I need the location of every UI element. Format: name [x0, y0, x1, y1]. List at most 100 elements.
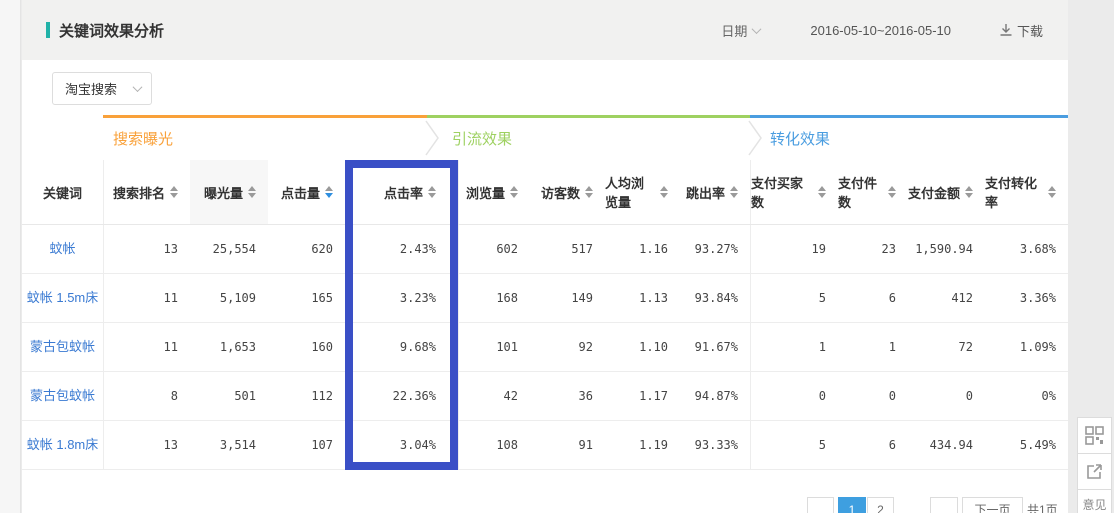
table-row: 蒙古包蚊帐 11 1,653 160 9.68% 101 92 1.10 91.67% 1 1 72 1…	[22, 323, 1068, 372]
table-cell: 11	[103, 274, 190, 322]
toolbar: 淘宝搜索	[22, 60, 1068, 115]
table-cell: 3.04%	[399, 438, 436, 452]
table-cell: 412	[951, 291, 973, 305]
sort-arrows-icon[interactable]	[170, 186, 178, 198]
feedback-button[interactable]: 意见反馈	[1077, 489, 1112, 513]
column-header-8[interactable]: 支付买家数	[750, 160, 838, 224]
sort-arrows-icon[interactable]	[325, 186, 333, 198]
keyword-link[interactable]: 蒙古包蚊帐	[29, 339, 95, 354]
keyword-link[interactable]: 蚊帐 1.8m床	[26, 437, 99, 452]
chevron-down-icon	[132, 82, 143, 93]
qr-code-icon	[1085, 426, 1104, 445]
column-header-4[interactable]: 浏览量	[458, 160, 530, 224]
table-cell: 1.13	[639, 291, 668, 305]
sort-arrows-icon[interactable]	[730, 186, 738, 198]
table-cell: 112	[311, 389, 333, 403]
table-cell: 5,109	[219, 291, 256, 305]
column-header-2[interactable]: 点击量	[268, 160, 345, 224]
download-button[interactable]: 下载	[999, 21, 1043, 40]
tab-traffic-effect[interactable]: 引流效果	[452, 131, 513, 148]
share-button[interactable]	[1077, 453, 1112, 490]
sort-arrows-icon[interactable]	[428, 186, 436, 198]
section-separator-chevron	[425, 120, 439, 156]
tab-search-exposure[interactable]: 搜索曝光	[113, 131, 174, 148]
sort-arrows-icon[interactable]	[1048, 186, 1056, 198]
table-cell: 1.19	[639, 438, 668, 452]
tab-conversion-effect[interactable]: 转化效果	[770, 131, 831, 148]
table-cell: 19	[750, 225, 838, 273]
page-title: 关键词效果分析	[59, 22, 165, 40]
table-cell: 1.09%	[1019, 340, 1056, 354]
prev-page-button[interactable]	[807, 497, 834, 513]
date-range-value[interactable]: 2016-05-10~2016-05-10	[810, 22, 951, 38]
table-cell: 6	[888, 291, 896, 305]
sort-arrows-icon[interactable]	[888, 186, 896, 198]
table-cell: 1,590.94	[915, 242, 973, 256]
column-header-3[interactable]: 点击率	[345, 160, 458, 224]
next-page-button[interactable]: 下一页	[962, 497, 1023, 513]
column-header-label: 支付件数	[838, 176, 878, 210]
page-button[interactable]: 1	[838, 497, 866, 513]
section-tabs: 搜索曝光 引流效果 转化效果	[22, 115, 1068, 160]
date-dropdown-label: 日期	[721, 23, 748, 39]
table-cell: 1.17	[639, 389, 668, 403]
column-header-10[interactable]: 支付金额	[908, 160, 985, 224]
table-cell: 22.36%	[392, 389, 436, 403]
table-cell: 160	[311, 340, 333, 354]
table-cell: 620	[311, 242, 333, 256]
table-cell: 0	[965, 389, 973, 403]
table-cell: 107	[311, 438, 333, 452]
keyword-link[interactable]: 蚊帐 1.5m床	[26, 290, 99, 305]
column-header-7[interactable]: 跳出率	[680, 160, 750, 224]
column-header-11[interactable]: 支付转化率	[985, 160, 1068, 224]
content-panel: 关键词效果分析 日期 2016-05-10~2016-05-10 下载 淘宝搜索	[22, 0, 1068, 513]
sort-arrows-icon[interactable]	[510, 186, 518, 198]
date-dropdown[interactable]: 日期	[721, 21, 762, 40]
table-cell: 3,514	[219, 438, 256, 452]
sort-arrows-icon[interactable]	[818, 186, 826, 198]
table-cell: 23	[881, 242, 896, 256]
column-header-9[interactable]: 支付件数	[838, 160, 908, 224]
sort-arrows-icon[interactable]	[965, 186, 973, 198]
column-header-label: 浏览量	[465, 185, 505, 201]
column-header-6[interactable]: 人均浏览量	[605, 160, 680, 224]
table-cell: 11	[103, 323, 190, 371]
table-body: 蚊帐 13 25,554 620 2.43% 602 517 1.16 93.27% 19 23 1,…	[22, 225, 1068, 470]
sort-arrows-icon[interactable]	[585, 186, 593, 198]
table-cell: 1	[750, 323, 838, 371]
sort-arrows-icon[interactable]	[248, 186, 256, 198]
page-button[interactable]: 2	[867, 497, 894, 513]
column-header-label: 人均浏览量	[605, 176, 645, 210]
table-cell: 1,653	[219, 340, 256, 354]
sort-arrows-icon[interactable]	[660, 186, 668, 198]
column-header-5[interactable]: 访客数	[530, 160, 605, 224]
channel-select[interactable]: 淘宝搜索	[52, 72, 152, 105]
table-cell: 13	[103, 421, 190, 469]
table-cell: 0	[888, 389, 896, 403]
column-header-1[interactable]: 曝光量	[190, 160, 268, 224]
download-icon	[1000, 24, 1012, 36]
column-header-label: 搜索排名	[112, 185, 165, 201]
section-border-traffic	[427, 115, 750, 118]
top-bar-controls: 日期 2016-05-10~2016-05-10 下载	[721, 21, 1043, 40]
keyword-link[interactable]: 蚊帐	[49, 241, 76, 256]
table-cell: 93.84%	[694, 291, 738, 305]
table-cell: 1.16	[639, 242, 668, 256]
qr-code-button[interactable]	[1077, 417, 1112, 454]
table-cell: 0	[750, 372, 838, 420]
column-header-label: 点击率	[383, 185, 423, 201]
table-row: 蚊帐 1.8m床 13 3,514 107 3.04% 108 91 1.19 93.33% 5 6…	[22, 421, 1068, 470]
section-border-search	[103, 115, 427, 118]
total-pages-label: 共1页	[1027, 503, 1058, 513]
title-accent-bar	[46, 22, 50, 38]
table-cell: 93.27%	[694, 242, 738, 256]
table-cell: 3.23%	[399, 291, 436, 305]
column-header-0[interactable]: 搜索排名	[103, 160, 190, 224]
table-cell: 25,554	[212, 242, 256, 256]
table-row: 蒙古包蚊帐 8 501 112 22.36% 42 36 1.17 94.87% 0 0 0 0%	[22, 372, 1068, 421]
keyword-link[interactable]: 蒙古包蚊帐	[29, 388, 95, 403]
page-jump-input[interactable]	[930, 497, 958, 513]
table-cell: 101	[458, 323, 530, 371]
channel-select-value: 淘宝搜索	[65, 82, 118, 97]
table-cell: 165	[311, 291, 333, 305]
